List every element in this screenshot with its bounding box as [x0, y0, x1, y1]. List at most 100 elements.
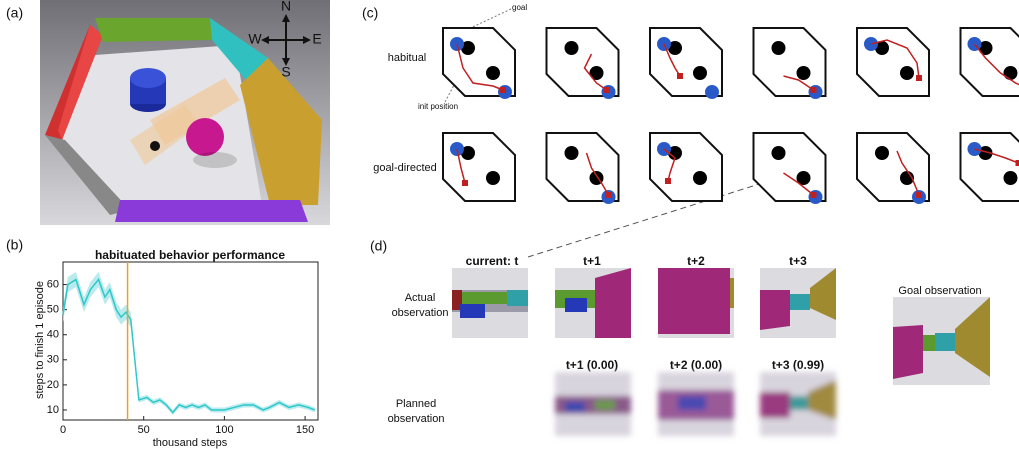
obstacle	[693, 171, 707, 185]
y-tick-label: 30	[47, 354, 59, 366]
trajectory	[783, 172, 814, 196]
trajectory	[896, 150, 920, 196]
obstacle	[486, 66, 500, 80]
goal-marker	[450, 142, 464, 156]
column-header: t+2	[687, 254, 705, 268]
obstacle	[771, 146, 786, 160]
compass-s: S	[281, 64, 290, 80]
plot-frame	[62, 261, 319, 421]
map	[856, 27, 930, 97]
map	[752, 132, 827, 204]
obstacle	[875, 41, 889, 55]
compass-e: E	[312, 31, 321, 47]
obstacle	[978, 41, 993, 55]
panel-label: (b)	[6, 237, 23, 253]
map-outline	[752, 132, 827, 202]
panel-label: (a)	[6, 5, 23, 21]
obstacle	[1003, 171, 1018, 185]
trajectory	[583, 53, 607, 91]
column-header: t+2 (0.00)	[670, 358, 722, 372]
row-label: observation	[392, 307, 449, 319]
trajectory	[585, 152, 610, 196]
agent	[605, 192, 612, 198]
obstacle	[564, 41, 579, 55]
column-header: t+1	[583, 254, 601, 268]
map	[545, 27, 620, 99]
scene	[40, 0, 330, 225]
trajectory	[663, 43, 681, 77]
obstacle	[589, 66, 604, 80]
observations	[452, 268, 990, 436]
agent	[916, 192, 922, 198]
map	[856, 132, 930, 204]
y-tick-label: 40	[47, 329, 59, 341]
obstacle	[978, 146, 993, 160]
column-header: current: t	[466, 254, 519, 268]
column-header: t+3	[789, 254, 807, 268]
map	[442, 132, 516, 202]
map	[649, 27, 723, 99]
obstacle	[875, 146, 889, 160]
map	[752, 27, 827, 99]
panel-label: (d)	[370, 238, 387, 254]
map-outline	[545, 132, 620, 202]
map	[959, 27, 1019, 97]
map-outline	[752, 27, 827, 97]
goal-marker	[967, 142, 982, 156]
trajectory	[456, 43, 504, 91]
note: goal	[512, 3, 527, 12]
row-label: Actual	[405, 292, 436, 304]
obstacle	[486, 171, 500, 185]
y-tick-label: 10	[47, 404, 59, 416]
map	[649, 132, 723, 202]
obstacle	[668, 41, 682, 55]
map-outline	[959, 132, 1019, 202]
row-label: observation	[388, 413, 445, 425]
column-header: t+1 (0.00)	[566, 358, 618, 372]
y-tick-label: 60	[47, 278, 59, 290]
agent	[500, 87, 506, 93]
trajectory	[783, 75, 814, 91]
agent	[1015, 160, 1019, 166]
agent	[603, 87, 610, 93]
x-tick-label: 150	[296, 424, 314, 436]
map	[545, 132, 620, 204]
x-tick-label: 100	[215, 424, 233, 436]
obstacle	[461, 41, 475, 55]
error-band	[63, 272, 315, 415]
y-axis-label: steps to finish 1 episode	[34, 281, 46, 399]
trajectory	[870, 39, 920, 79]
data-line	[62, 278, 316, 414]
trajectory	[973, 43, 1019, 86]
goal-marker	[705, 85, 719, 99]
trajectory	[663, 148, 676, 182]
obstacle	[771, 41, 786, 55]
map-outline	[545, 27, 620, 97]
agent	[916, 75, 922, 81]
map	[959, 132, 1019, 202]
y-tick-label: 20	[47, 379, 59, 391]
agent	[462, 180, 468, 186]
agent	[677, 73, 683, 79]
map-outline	[856, 132, 930, 202]
row-label: goal-directed	[373, 162, 437, 174]
compass-w: W	[248, 31, 262, 47]
obstacle	[796, 66, 811, 80]
trajectory	[456, 148, 466, 184]
goal-label: Goal observation	[898, 285, 981, 297]
agent	[810, 192, 817, 198]
x-tick-label: 50	[138, 424, 150, 436]
compass-n: N	[281, 0, 291, 14]
obstacle	[900, 66, 914, 80]
panel-label: (c)	[362, 5, 378, 21]
obstacle	[461, 146, 475, 160]
agent	[810, 87, 817, 93]
obstacle	[693, 66, 707, 80]
x-axis-label: thousand steps	[153, 437, 228, 449]
map	[442, 27, 516, 99]
chart-title: habituated behavior performance	[95, 248, 285, 262]
trajectory	[974, 148, 1019, 164]
agent	[665, 178, 671, 184]
